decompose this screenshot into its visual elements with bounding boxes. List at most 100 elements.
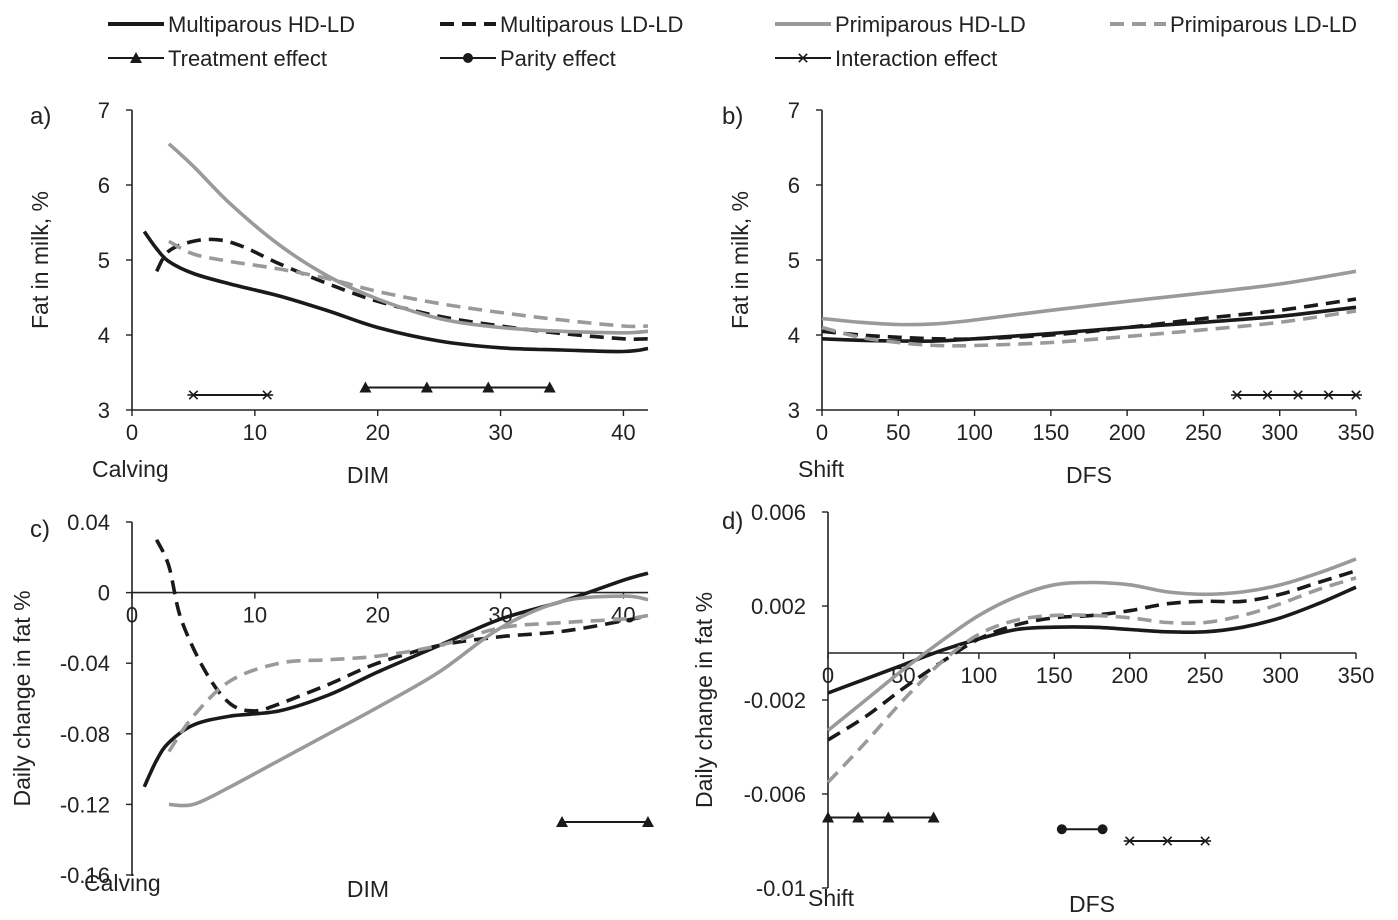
series-line-primiparous-hd-ld [821,269,1357,327]
x-tick-label: 100 [960,663,997,688]
legend-item-interaction-effect: Interaction effect [775,46,997,71]
legend-item-primiparous-hd-ld: Primiparous HD-LD [775,12,1026,37]
x-axis-start-label: Shift [808,885,855,911]
effect-star-icon-stroke [262,390,272,400]
effect-star-icon [1350,390,1362,400]
legend-label: Multiparous HD-LD [168,12,355,37]
effect-star-icon [1322,390,1335,400]
x-tick-label: 250 [1187,663,1224,688]
effect-triangle-icon [556,816,568,828]
series-line-multiparous-hd-ld [142,230,649,354]
effect-circle-icon [1056,824,1067,835]
y-tick-label: 6 [98,173,110,198]
effect-star-icon [187,390,200,400]
effect-triangle-icon [543,381,556,393]
legend-label: Interaction effect [835,46,997,71]
effect-triangle-icon [642,816,654,828]
x-tick-label: 200 [1109,420,1146,445]
y-tick-label: 0.04 [67,510,110,535]
x-axis-title: DIM [347,876,389,902]
effect-star-icon-stroke [1262,390,1273,400]
x-tick-label: 50 [886,420,910,445]
y-tick-label: -0.12 [60,792,110,817]
y-tick-label: 3 [788,398,800,423]
effect-triangle-icon [482,381,495,393]
x-tick-label: 0 [816,420,828,445]
effect-interaction-effect [187,390,274,400]
effect-triangle-icon [852,811,865,823]
x-axis-title: DIM [347,462,389,488]
effect-star-icon [1161,836,1174,846]
series-line-multiparous-ld-ld [821,297,1357,341]
effect-star-icon-stroke [1124,836,1135,846]
effect-star-icon [1199,836,1212,846]
series-line-primiparous-ld-ld [821,309,1357,348]
x-tick-label: 0 [126,420,138,445]
legend-item-multiparous-hd-ld: Multiparous HD-LD [108,12,355,37]
x-tick-label: 30 [488,420,512,445]
series-line-primiparous-ld-ld [826,576,1357,784]
effect-treatment-effect [822,811,940,823]
x-tick-label: 0 [126,603,138,628]
x-axis-start-label: Shift [798,456,845,482]
effect-triangle-icon [359,381,372,393]
legend-circle-icon [463,53,473,63]
effect-triangle-icon [822,811,834,823]
panel-label: c) [30,516,50,543]
y-tick-label: 5 [788,248,800,273]
effect-star-icon [1261,390,1274,400]
effect-star-icon-stroke [1351,390,1361,400]
x-axis-start-label: Calving [84,870,161,896]
x-tick-label: 0 [822,663,834,688]
legend: Multiparous HD-LD Multiparous LD-LD Primip… [108,12,1357,71]
legend-label: Primiparous HD-LD [835,12,1026,37]
effect-star-icon [261,390,274,400]
legend-item-multiparous-ld-ld: Multiparous LD-LD [440,12,683,37]
y-tick-label: 0.002 [751,594,806,619]
y-axis-title: Fat in milk, % [727,191,753,329]
effect-triangle-icon [882,811,895,823]
x-tick-label: 350 [1338,420,1375,445]
effect-triangle-icon [420,381,433,393]
y-tick-label: 3 [98,398,110,423]
legend-label: Primiparous LD-LD [1170,12,1357,37]
effect-star-icon [1123,836,1136,846]
effect-triangle-icon [927,811,940,823]
y-axis-title: Daily change in fat % [9,590,35,806]
effect-star-icon [1292,390,1305,400]
y-tick-label: -0.04 [60,651,110,676]
effect-star-icon-stroke [188,390,199,400]
y-tick-label: -0.01 [756,876,806,901]
y-tick-label: -0.002 [744,688,806,713]
effect-parity-effect [1056,824,1108,835]
effect-star-icon-stroke [1232,390,1242,400]
x-tick-label: 150 [1036,663,1073,688]
legend-item-parity-effect: Parity effect [440,46,616,71]
x-tick-label: 10 [243,420,267,445]
x-tick-label: 20 [365,420,389,445]
y-tick-label: 7 [788,98,800,123]
x-tick-label: 20 [365,603,389,628]
y-tick-label: 5 [98,248,110,273]
legend-item-primiparous-ld-ld: Primiparous LD-LD [1110,12,1357,37]
effect-interaction-effect [1230,390,1362,400]
legend-label: Treatment effect [168,46,327,71]
series-line-multiparous-ld-ld [155,237,649,341]
series-line-primiparous-ld-ld [167,613,649,753]
x-tick-label: 100 [956,420,993,445]
effect-interaction-effect [1123,836,1212,846]
legend-item-treatment-effect: Treatment effect [108,46,327,71]
x-tick-label: 200 [1111,663,1148,688]
effect-treatment-effect [556,816,654,828]
y-tick-label: -0.16 [60,863,110,888]
panel-label: b) [722,103,743,130]
legend-star-icon-stroke [798,53,808,63]
effect-treatment-effect [359,381,556,393]
legend-triangle-icon [130,52,142,63]
panel-a: a) 3 4 5 6 7 0 10 20 30 40 DIM Calving Fat in milk, % [27,98,649,488]
x-tick-label: 150 [1032,420,1069,445]
effect-star-icon-stroke [1293,390,1303,400]
y-tick-label: 7 [98,98,110,123]
